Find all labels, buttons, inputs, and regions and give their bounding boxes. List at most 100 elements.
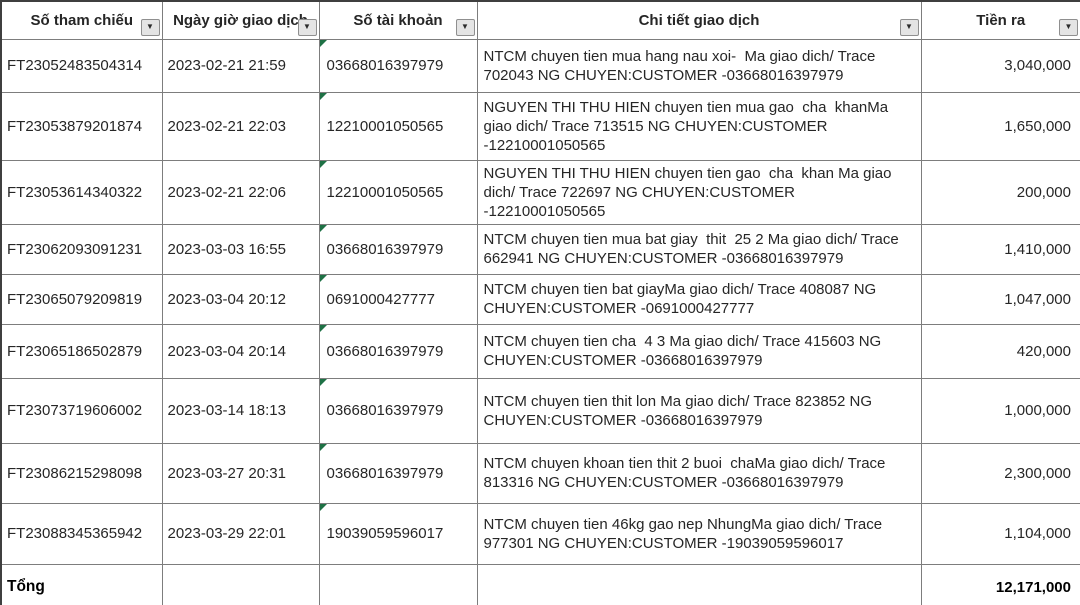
- error-marker-icon: [320, 93, 327, 100]
- column-header-label: Ngày giờ giao dịch: [173, 11, 308, 29]
- reference-cell[interactable]: FT23065079209819: [0, 273, 163, 325]
- table-row: FT23065079209819 2023-03-04 20:12 069100…: [0, 273, 1080, 325]
- chevron-down-icon: ▼: [303, 22, 311, 31]
- amount-cell[interactable]: 1,650,000: [920, 91, 1080, 161]
- table-row: FT23073719606002 2023-03-14 18:13 036680…: [0, 377, 1080, 444]
- error-marker-icon: [320, 504, 327, 511]
- account-number: 0691000427777: [326, 290, 435, 308]
- total-amount[interactable]: 12,171,000: [920, 563, 1080, 605]
- reference-cell[interactable]: FT23086215298098: [0, 442, 163, 504]
- error-marker-icon: [320, 444, 327, 451]
- account-number: 03668016397979: [326, 402, 444, 419]
- error-marker-icon: [320, 325, 327, 332]
- account-cell[interactable]: 12210001050565: [318, 159, 478, 225]
- detail-cell[interactable]: NGUYEN THI THU HIEN chuyen tien gao cha …: [476, 159, 922, 225]
- account-cell[interactable]: 03668016397979: [318, 377, 478, 444]
- error-marker-icon: [320, 275, 327, 282]
- column-header-1: Ngày giờ giao dịch ▼: [161, 0, 320, 40]
- detail-cell[interactable]: NTCM chuyen tien thit lon Ma giao dich/ …: [476, 377, 922, 444]
- column-header-label: Tiền ra: [976, 11, 1026, 29]
- chevron-down-icon: ▼: [461, 22, 469, 31]
- datetime-cell[interactable]: 2023-03-03 16:55: [161, 223, 320, 275]
- chevron-down-icon: ▼: [146, 22, 154, 31]
- column-header-2: Số tài khoản ▼: [318, 0, 478, 40]
- table-body: FT23052483504314 2023-02-21 21:59 036680…: [0, 38, 1080, 565]
- table-row: FT23052483504314 2023-02-21 21:59 036680…: [0, 38, 1080, 93]
- reference-cell[interactable]: FT23073719606002: [0, 377, 163, 444]
- detail-cell[interactable]: NTCM chuyen tien cha 4 3 Ma giao dich/ T…: [476, 323, 922, 379]
- total-empty-cell[interactable]: [318, 563, 478, 605]
- table-row: FT23053614340322 2023-02-21 22:06 122100…: [0, 159, 1080, 225]
- account-number: 03668016397979: [326, 57, 444, 74]
- detail-cell[interactable]: NTCM chuyen tien 46kg gao nep NhungMa gi…: [476, 502, 922, 565]
- amount-cell[interactable]: 2,300,000: [920, 442, 1080, 504]
- reference-cell[interactable]: FT23052483504314: [0, 38, 163, 93]
- detail-cell[interactable]: NTCM chuyen khoan tien thit 2 buoi chaMa…: [476, 442, 922, 504]
- amount-cell[interactable]: 200,000: [920, 159, 1080, 225]
- reference-cell[interactable]: FT23065186502879: [0, 323, 163, 379]
- chevron-down-icon: ▼: [1064, 22, 1073, 31]
- table-row: FT23086215298098 2023-03-27 20:31 036680…: [0, 442, 1080, 504]
- account-number: 12210001050565: [326, 183, 444, 201]
- filter-button[interactable]: ▼: [455, 18, 475, 36]
- chevron-down-icon: ▼: [905, 22, 913, 31]
- column-header-label: Chi tiết giao dịch: [638, 11, 760, 29]
- datetime-cell[interactable]: 2023-03-04 20:14: [161, 323, 320, 379]
- total-empty-cell[interactable]: [476, 563, 922, 605]
- datetime-cell[interactable]: 2023-03-27 20:31: [161, 442, 320, 504]
- detail-cell[interactable]: NGUYEN THI THU HIEN chuyen tien mua gao …: [476, 91, 922, 161]
- total-empty-cell[interactable]: [161, 563, 320, 605]
- account-number: 19039059596017: [326, 525, 444, 542]
- column-header-3: Chi tiết giao dịch ▼: [476, 0, 922, 40]
- amount-cell[interactable]: 420,000: [920, 323, 1080, 379]
- column-header-0: Số tham chiếu ▼: [0, 0, 163, 40]
- datetime-cell[interactable]: 2023-03-04 20:12: [161, 273, 320, 325]
- amount-cell[interactable]: 1,410,000: [920, 223, 1080, 275]
- datetime-cell[interactable]: 2023-03-14 18:13: [161, 377, 320, 444]
- account-cell[interactable]: 03668016397979: [318, 223, 478, 275]
- filter-button[interactable]: ▼: [140, 18, 160, 36]
- total-label[interactable]: Tổng: [0, 563, 163, 605]
- filter-button[interactable]: ▼: [899, 18, 919, 36]
- filter-button[interactable]: ▼: [1059, 18, 1078, 36]
- account-cell[interactable]: 19039059596017: [318, 502, 478, 565]
- account-cell[interactable]: 0691000427777: [318, 273, 478, 325]
- datetime-cell[interactable]: 2023-03-29 22:01: [161, 502, 320, 565]
- account-number: 03668016397979: [326, 240, 444, 258]
- header-row: Số tham chiếu ▼ Ngày giờ giao dịch ▼ Số …: [0, 0, 1080, 40]
- detail-cell[interactable]: NTCM chuyen tien mua hang nau xoi- Ma gi…: [476, 38, 922, 93]
- reference-cell[interactable]: FT23088345365942: [0, 502, 163, 565]
- reference-cell[interactable]: FT23053614340322: [0, 159, 163, 225]
- amount-cell[interactable]: 3,040,000: [920, 38, 1080, 93]
- datetime-cell[interactable]: 2023-02-21 22:06: [161, 159, 320, 225]
- account-cell[interactable]: 03668016397979: [318, 323, 478, 379]
- table-row: FT23065186502879 2023-03-04 20:14 036680…: [0, 323, 1080, 379]
- column-header-4: Tiền ra ▼: [920, 0, 1080, 40]
- detail-cell[interactable]: NTCM chuyen tien bat giayMa giao dich/ T…: [476, 273, 922, 325]
- account-cell[interactable]: 03668016397979: [318, 442, 478, 504]
- datetime-cell[interactable]: 2023-02-21 21:59: [161, 38, 320, 93]
- datetime-cell[interactable]: 2023-02-21 22:03: [161, 91, 320, 161]
- amount-cell[interactable]: 1,000,000: [920, 377, 1080, 444]
- reference-cell[interactable]: FT23062093091231: [0, 223, 163, 275]
- account-number: 12210001050565: [326, 117, 444, 135]
- account-number: 03668016397979: [326, 464, 444, 482]
- error-marker-icon: [320, 225, 327, 232]
- error-marker-icon: [320, 379, 327, 386]
- total-row: Tổng 12,171,000: [0, 563, 1080, 605]
- amount-cell[interactable]: 1,104,000: [920, 502, 1080, 565]
- column-header-label: Số tham chiếu: [30, 11, 134, 29]
- filter-button[interactable]: ▼: [297, 18, 317, 36]
- table-row: FT23053879201874 2023-02-21 22:03 122100…: [0, 91, 1080, 161]
- account-cell[interactable]: 12210001050565: [318, 91, 478, 161]
- reference-cell[interactable]: FT23053879201874: [0, 91, 163, 161]
- error-marker-icon: [320, 40, 327, 47]
- table-row: FT23062093091231 2023-03-03 16:55 036680…: [0, 223, 1080, 275]
- table-row: FT23088345365942 2023-03-29 22:01 190390…: [0, 502, 1080, 565]
- detail-cell[interactable]: NTCM chuyen tien mua bat giay thit 25 2 …: [476, 223, 922, 275]
- account-cell[interactable]: 03668016397979: [318, 38, 478, 93]
- account-number: 03668016397979: [326, 342, 444, 360]
- amount-cell[interactable]: 1,047,000: [920, 273, 1080, 325]
